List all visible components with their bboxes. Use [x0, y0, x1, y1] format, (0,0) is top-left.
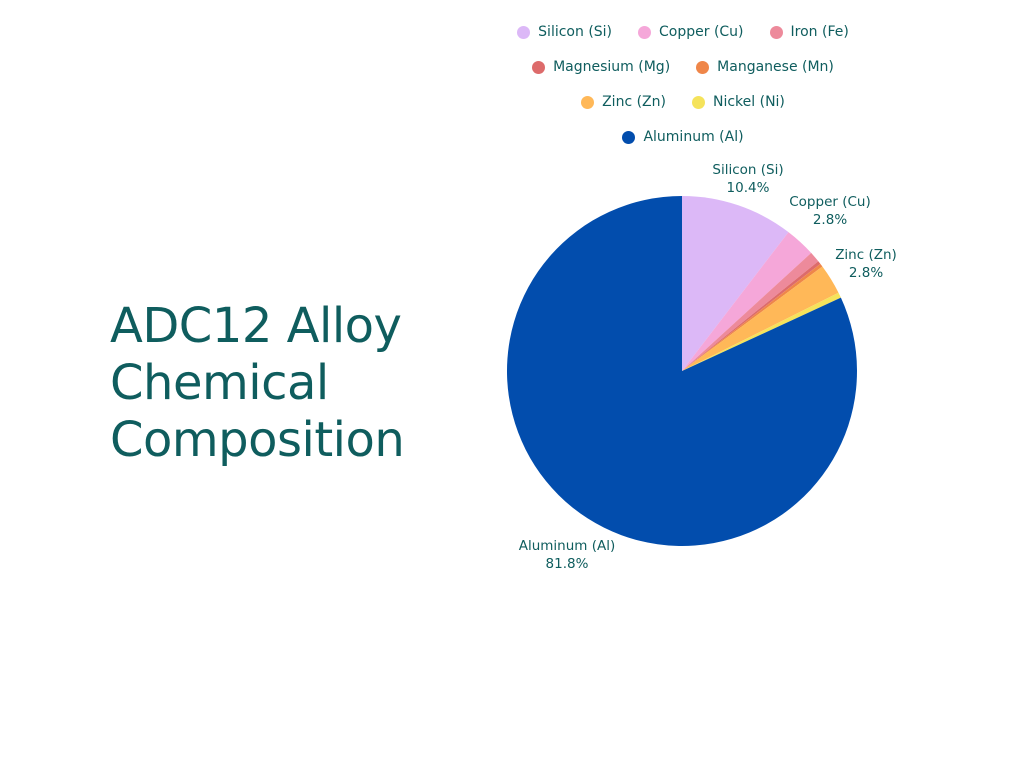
slice-label-aluminum-al: Aluminum (Al) — [519, 538, 616, 554]
legend-label: Zinc (Zn) — [602, 94, 666, 110]
chart-title: ADC12 Alloy Chemical Composition — [110, 298, 405, 469]
legend-label: Silicon (Si) — [538, 24, 613, 40]
pie-slice-aluminum-al[interactable] — [506, 196, 857, 547]
legend-row: Zinc (Zn) Nickel (Ni) — [510, 94, 856, 110]
legend-item-copper-cu[interactable]: Copper (Cu) — [638, 24, 744, 40]
slice-value-zinc-zn: 2.8% — [849, 265, 883, 281]
legend-label: Aluminum (Al) — [643, 129, 744, 145]
title-line-2: Chemical — [110, 355, 329, 411]
legend-item-magnesium-mg[interactable]: Magnesium (Mg) — [532, 59, 670, 75]
pie-slice-nickel-ni[interactable] — [682, 292, 841, 371]
slice-value-silicon-si: 10.4% — [727, 180, 770, 196]
legend-item-aluminum-al[interactable]: Aluminum (Al) — [622, 129, 744, 145]
slice-label-zinc-zn: Zinc (Zn) — [835, 247, 897, 263]
legend-label: Copper (Cu) — [659, 24, 744, 40]
slice-value-aluminum-al: 81.8% — [546, 556, 589, 572]
title-line-3: Composition — [110, 412, 405, 468]
legend-label: Nickel (Ni) — [712, 94, 785, 110]
legend-item-manganese-mn[interactable]: Manganese (Mn) — [696, 59, 834, 75]
legend-swatch — [696, 60, 710, 74]
legend-swatch — [622, 130, 636, 144]
legend-row: Aluminum (Al) — [510, 129, 856, 145]
pie-slice-copper-cu[interactable] — [682, 232, 812, 371]
legend-swatch — [691, 95, 705, 109]
legend-item-iron-fe[interactable]: Iron (Fe) — [769, 24, 849, 40]
legend-label: Magnesium (Mg) — [553, 59, 671, 75]
pie-slice-silicon-si[interactable] — [682, 196, 789, 371]
pie-slice-zinc-zn[interactable] — [682, 266, 839, 371]
legend-label: Iron (Fe) — [790, 24, 849, 40]
legend-swatch — [769, 25, 783, 39]
legend-item-silicon-si[interactable]: Silicon (Si) — [517, 24, 612, 40]
legend-item-zinc-zn[interactable]: Zinc (Zn) — [581, 94, 666, 110]
slice-value-copper-cu: 2.8% — [813, 212, 847, 228]
legend-swatch — [581, 95, 595, 109]
legend-row: Silicon (Si) Copper (Cu) Iron (Fe) — [510, 24, 856, 40]
legend-swatch — [517, 25, 531, 39]
title-line-1: ADC12 Alloy — [110, 298, 402, 354]
pie-slice-manganese-mn[interactable] — [682, 263, 823, 371]
legend-swatch — [638, 25, 652, 39]
slice-label-copper-cu: Copper (Cu) — [789, 194, 871, 210]
legend-label: Manganese (Mn) — [717, 59, 834, 75]
legend-item-nickel-ni[interactable]: Nickel (Ni) — [691, 94, 785, 110]
legend-swatch — [532, 60, 546, 74]
pie-slice-magnesium-mg[interactable] — [682, 261, 821, 371]
pie-slice-iron-fe[interactable] — [682, 252, 819, 371]
legend-row: Magnesium (Mg) Manganese (Mn) — [510, 59, 856, 75]
slice-label-silicon-si: Silicon (Si) — [712, 162, 783, 178]
